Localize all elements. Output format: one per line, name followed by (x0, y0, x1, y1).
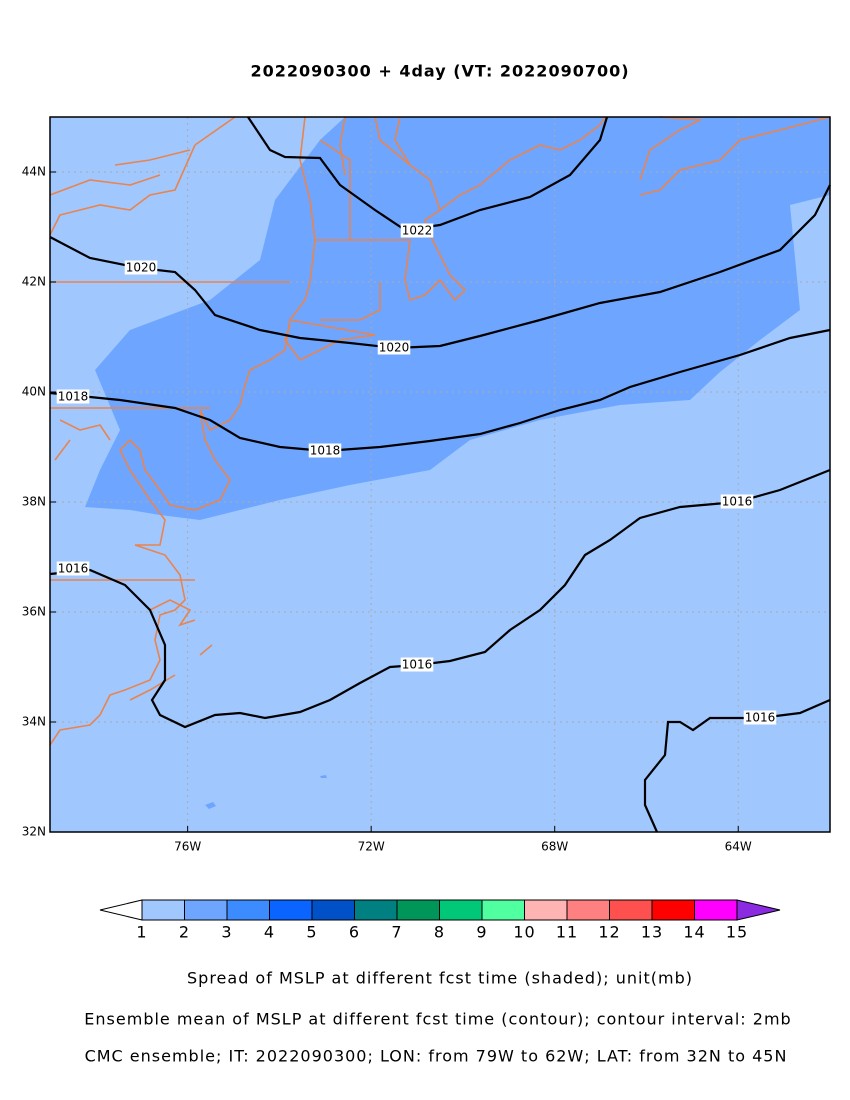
colorbar-label: 15 (726, 923, 748, 942)
coastline (339, 116, 831, 211)
contour-label-bg (308, 443, 342, 458)
y-tick-label: 42N (22, 275, 46, 289)
y-tick-label: 40N (22, 385, 46, 399)
colorbar-label: 8 (434, 923, 445, 942)
x-tick-label: 68W (541, 840, 568, 854)
colorbar-extend-low (99, 899, 143, 921)
x-tick-label: 76W (174, 840, 201, 854)
colorbar-label: 5 (306, 923, 317, 942)
border (50, 281, 290, 581)
contour-label: 1018 (310, 444, 341, 458)
colorbar-box (311, 899, 355, 921)
border (49, 116, 236, 236)
x-tick-label: 64W (725, 840, 752, 854)
contour-label-bg (124, 260, 158, 275)
contour-label-bg (56, 389, 90, 404)
colorbar-label: 13 (641, 923, 663, 942)
colorbar-label: 7 (391, 923, 402, 942)
colorbar-box (524, 899, 568, 921)
frame (49, 116, 831, 833)
contour-label-bg (720, 494, 754, 509)
contour-label: 1016 (722, 495, 753, 509)
colorbar-extend-high (736, 899, 781, 921)
contour-label-bg (56, 561, 90, 576)
colorbar-box (184, 899, 228, 921)
coastline (54, 419, 213, 701)
y-tick-label: 38N (22, 495, 46, 509)
contour-label-bg (743, 710, 777, 725)
contour-label-bg (400, 223, 434, 238)
contour-label: 1016 (745, 711, 776, 725)
colorbar-label: 10 (513, 923, 535, 942)
colorbar: 1 2 3 4 5 6 7 8 9 10 11 12 13 14 15 (99, 899, 781, 942)
colorbar-label: 3 (221, 923, 232, 942)
colorbar-label: 6 (349, 923, 360, 942)
coastline (284, 116, 467, 362)
colorbar-label: 1 (136, 923, 147, 942)
contour-label: 1020 (126, 261, 157, 275)
colorbar-label: 11 (556, 923, 578, 942)
colorbar-box (651, 899, 695, 921)
coastline (49, 116, 316, 746)
colorbar-box (481, 899, 525, 921)
colorbar-box (269, 899, 313, 921)
colorbar-label: 9 (476, 923, 487, 942)
y-tick-label: 44N (22, 165, 46, 179)
colorbar-box (566, 899, 610, 921)
y-tick-label: 36N (22, 605, 46, 619)
contour-label: 1022 (402, 224, 433, 238)
y-tick-label: 32N (22, 825, 46, 839)
colorbar-box (609, 899, 653, 921)
colorbar-box (694, 899, 738, 921)
caption: CMC ensemble; IT: 2022090300; LON: from … (85, 1047, 788, 1066)
colorbar-label: 12 (598, 923, 620, 942)
colorbar-box (439, 899, 483, 921)
contour-label: 1016 (402, 658, 433, 672)
colorbar-label: 2 (179, 923, 190, 942)
colorbar-label: 14 (683, 923, 705, 942)
y-tick-label: 34N (22, 715, 46, 729)
spread-shading-mid (85, 117, 830, 520)
contour-label-bg (400, 657, 434, 672)
contour-line (49, 468, 831, 729)
contour-label: 1016 (58, 562, 89, 576)
map-plot: 1022 1020 1020 1018 1018 1016 1016 1016 … (49, 116, 831, 833)
coastline (49, 116, 831, 746)
x-tick-label: 72W (358, 840, 385, 854)
caption: Ensemble mean of MSLP at different fcst … (84, 1010, 791, 1029)
title: 2022090300 + 4day (VT: 2022090700) (250, 62, 629, 81)
contour-line (49, 328, 831, 453)
colorbar-box (141, 899, 185, 921)
caption: Spread of MSLP at different fcst time (s… (187, 969, 693, 988)
contour-label: 1018 (58, 390, 89, 404)
colorbar-box (396, 899, 440, 921)
contour-label-bg (377, 340, 411, 355)
colorbar-box (226, 899, 270, 921)
colorbar-label: 4 (264, 923, 275, 942)
colorbar-box (354, 899, 398, 921)
contour-label: 1020 (379, 341, 410, 355)
